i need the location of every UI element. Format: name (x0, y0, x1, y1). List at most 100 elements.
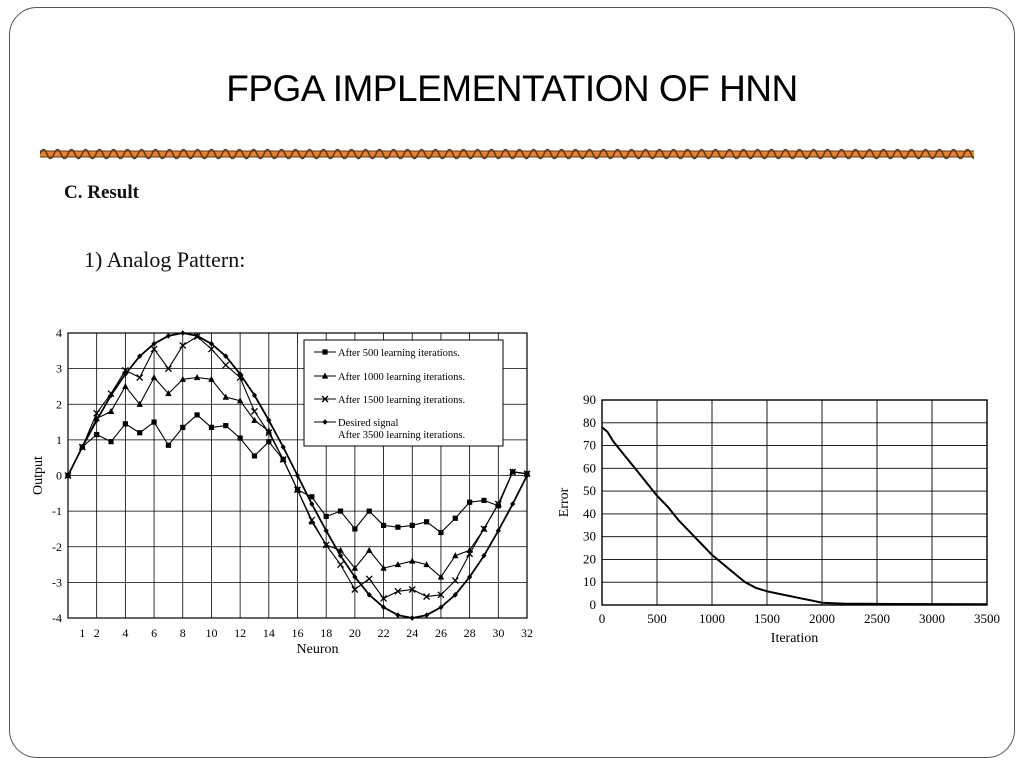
data-point (280, 444, 286, 450)
legend-label: After 500 learning iterations. (338, 348, 460, 359)
data-point (265, 429, 273, 437)
y-axis-label: Output (31, 456, 46, 495)
data-point (208, 340, 215, 347)
x-tick-label: 22 (378, 626, 390, 640)
data-point (308, 516, 316, 524)
data-point (365, 575, 373, 583)
data-point (366, 546, 373, 553)
data-point (323, 527, 329, 534)
data-point (79, 444, 85, 450)
x-tick-label: 0 (599, 611, 606, 626)
data-point (380, 604, 387, 611)
y-tick-label: 90 (583, 392, 596, 407)
data-point (136, 400, 143, 407)
y-tick-label: 4 (56, 326, 62, 340)
y-tick-label: 3 (56, 362, 62, 376)
legend-label: After 1000 learning iterations. (338, 372, 465, 383)
data-point (423, 561, 430, 568)
data-point (150, 345, 158, 353)
x-tick-label: 12 (234, 626, 246, 640)
data-point (394, 587, 402, 595)
y-axis-label: Error (557, 487, 572, 517)
x-axis-label: Iteration (771, 631, 818, 646)
data-point (481, 497, 487, 504)
data-point (452, 592, 458, 598)
data-point (222, 393, 229, 400)
data-point (136, 374, 144, 381)
sub-heading: 1) Analog Pattern: (84, 247, 246, 272)
data-point (394, 561, 402, 568)
data-point (380, 564, 387, 571)
x-tick-label: 3000 (919, 611, 945, 626)
data-point (164, 365, 172, 373)
data-point (122, 371, 128, 377)
legend: After 500 learning iterations. After 1000… (303, 339, 504, 447)
y-tick-label: 60 (583, 460, 596, 475)
x-tick-label: 500 (647, 611, 667, 626)
data-point (438, 604, 444, 611)
data-point (207, 345, 215, 353)
data-point (194, 333, 200, 339)
plot-border (601, 399, 988, 606)
data-point (409, 615, 415, 621)
x-tick-label: 3500 (974, 611, 1000, 626)
data-point (151, 340, 157, 347)
legend-label: Desired signal (338, 418, 398, 429)
data-point (322, 349, 328, 355)
data-point (380, 594, 388, 602)
data-point (251, 453, 258, 459)
x-tick-label: 16 (292, 626, 304, 640)
data-point (107, 407, 115, 414)
data-point (380, 522, 387, 528)
data-point (337, 561, 344, 569)
data-point (94, 417, 100, 424)
data-point (437, 573, 445, 580)
divider-wave (40, 148, 974, 160)
x-tick-label: 30 (492, 626, 504, 640)
y-tick-label: -3 (52, 575, 62, 589)
data-point (437, 591, 445, 599)
data-point (137, 353, 143, 359)
data-point (279, 456, 287, 463)
data-point (237, 435, 243, 441)
x-tick-label: 26 (435, 626, 447, 640)
slide-title: FPGA IMPLEMENTATION OF HNN (226, 68, 798, 109)
data-point (452, 515, 458, 521)
x-tick-label: 18 (320, 626, 332, 640)
data-point (337, 508, 344, 514)
data-point (266, 439, 272, 445)
data-point (480, 525, 488, 533)
data-point (193, 374, 201, 381)
data-point (179, 375, 186, 382)
data-point (94, 431, 100, 438)
x-tick-label: 4 (122, 626, 128, 640)
data-point (481, 552, 487, 559)
series-group (65, 330, 530, 621)
x-tick-label: 32 (521, 626, 533, 640)
data-point (352, 574, 358, 580)
x-tick-label: 6 (151, 626, 157, 640)
y-tick-label: 40 (583, 506, 596, 521)
data-point (223, 353, 229, 359)
data-point (495, 527, 501, 534)
data-point (150, 374, 158, 381)
y-tick-label: -1 (52, 504, 62, 518)
data-point (408, 586, 416, 593)
data-point (122, 421, 128, 427)
y-tick-label: 70 (583, 438, 596, 453)
y-tick-label: -4 (52, 611, 62, 625)
data-point (510, 501, 516, 507)
data-point (524, 472, 530, 479)
data-point (423, 593, 431, 601)
y-tick-label: 0 (56, 469, 62, 483)
data-point (208, 375, 215, 382)
data-point (108, 392, 114, 399)
data-point (509, 468, 517, 476)
data-point (466, 550, 474, 558)
data-point (179, 342, 187, 349)
data-point (494, 500, 502, 508)
y-tick-label: 2 (56, 397, 62, 411)
y-tick-label: 10 (583, 574, 596, 589)
data-point (451, 577, 459, 585)
x-tick-label: 1500 (754, 611, 780, 626)
